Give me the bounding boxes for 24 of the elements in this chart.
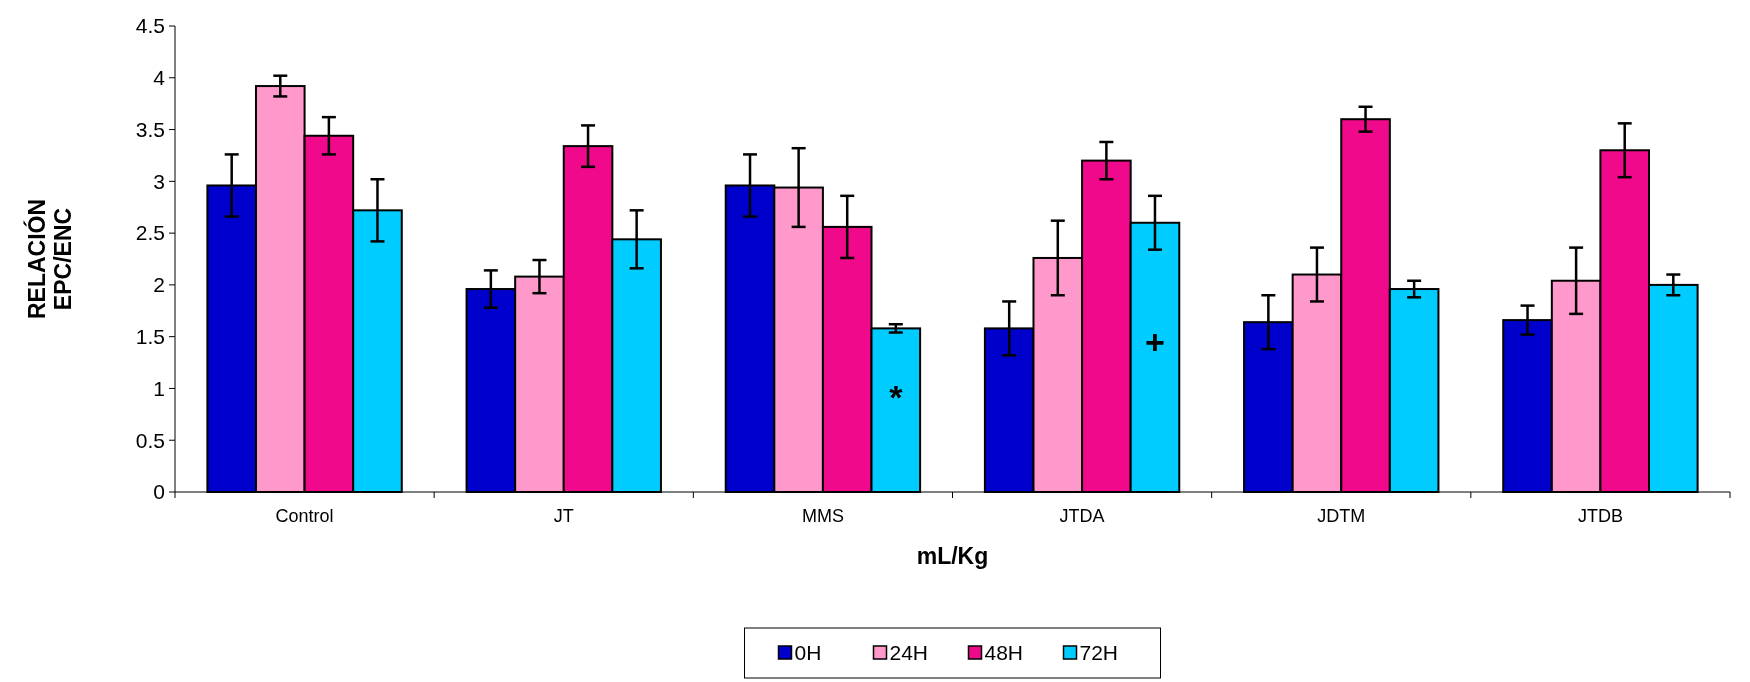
x-tick-label: MMS: [801, 506, 844, 526]
y-tick-label: 2: [153, 273, 165, 297]
y-tick-label: 4.5: [135, 14, 165, 38]
y-tick-label: 3.5: [135, 117, 165, 141]
x-tick-label: JTDA: [1059, 506, 1105, 526]
legend-label: 48H: [984, 641, 1024, 665]
x-tick-label: Control: [275, 506, 334, 526]
legend-label: 24H: [889, 641, 929, 665]
legend-label: 72H: [1079, 641, 1119, 665]
x-axis-title: mL/Kg: [916, 543, 989, 569]
y-tick-label: 0: [153, 480, 165, 504]
y-tick-label: 1.5: [135, 325, 165, 349]
annotation: *: [889, 377, 904, 416]
y-tick-label: 3: [153, 169, 165, 193]
x-tick-label: JDTM: [1317, 506, 1366, 526]
y-tick-label: 2.5: [135, 221, 165, 245]
annotation: +: [1145, 322, 1165, 361]
y-tick-label: 0.5: [135, 428, 165, 452]
legend-label: 0H: [794, 641, 822, 665]
x-tick-label: JTDB: [1577, 506, 1623, 526]
y-tick-label: 1: [153, 376, 165, 400]
x-tick-label: JT: [553, 506, 574, 526]
y-axis-title: RELACIÓN EPC/ENC: [23, 198, 76, 320]
y-tick-label: 4: [153, 66, 166, 90]
